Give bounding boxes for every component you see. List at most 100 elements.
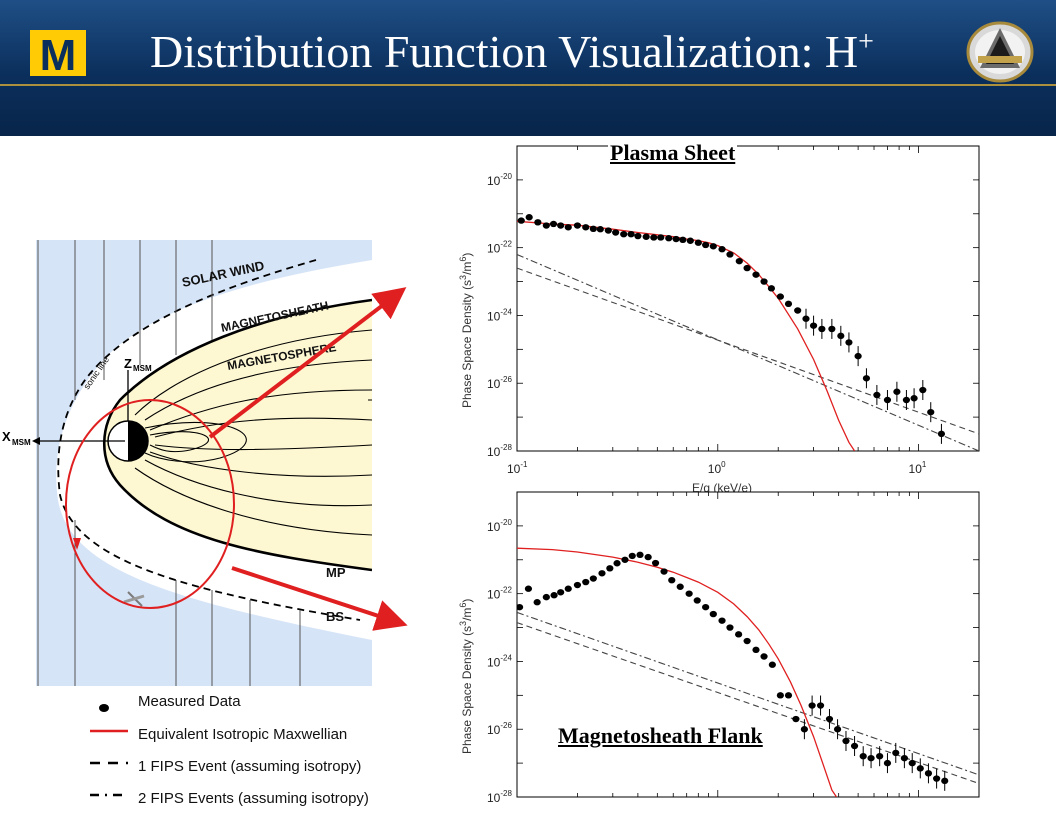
data-point <box>776 293 784 300</box>
data-point <box>702 603 710 611</box>
data-point <box>726 624 734 631</box>
data-point <box>533 599 541 606</box>
y-label-unit2: 6 <box>458 603 468 608</box>
data-point <box>524 585 533 592</box>
y-tick-label: 10-28 <box>487 789 512 804</box>
data-point <box>900 754 908 762</box>
data-point <box>854 352 862 360</box>
data-point <box>542 593 550 601</box>
x-tick-label: 100 <box>708 460 726 476</box>
plasma-sheet-y-axis-label: Phase Space Density (s3/m6) <box>458 253 474 408</box>
data-point <box>859 752 867 760</box>
data-point <box>842 737 850 745</box>
data-point <box>557 222 565 229</box>
data-point <box>549 220 558 228</box>
data-point <box>924 770 933 777</box>
y-label-text: Phase Space Density (s <box>460 626 474 754</box>
data-point <box>825 715 834 723</box>
data-point <box>760 653 768 660</box>
x-tick-label: 10-1 <box>507 460 528 476</box>
data-point <box>557 589 565 596</box>
data-point <box>589 575 597 582</box>
data-point <box>718 617 726 624</box>
y-label-tail: /m <box>460 608 474 621</box>
y-label-close: ) <box>460 599 474 603</box>
legend-marker-dot <box>99 704 109 712</box>
data-point <box>604 227 612 234</box>
data-point <box>809 322 818 329</box>
y-label-tail: /m <box>460 262 474 275</box>
spacecraft-icon <box>123 591 145 607</box>
block-m-logo: M <box>30 30 86 76</box>
magnetosphere-diagram: X MSM Z MSM SOLAR WIND MAGNETOSHEATH MAG… <box>2 240 372 686</box>
z-axis-subscript: MSM <box>133 364 152 373</box>
data-point <box>752 271 760 278</box>
x-axis-label: X <box>2 429 11 444</box>
data-point <box>833 726 842 733</box>
data-point <box>937 430 946 438</box>
y-tick-label: 10-22 <box>487 240 512 256</box>
data-point <box>582 224 590 231</box>
data-point <box>873 391 881 399</box>
data-point <box>644 553 652 561</box>
data-point <box>517 603 524 611</box>
data-point <box>792 715 800 723</box>
data-point <box>743 264 751 272</box>
y-tick-label: 10-22 <box>487 586 512 602</box>
y-tick-label: 10-26 <box>487 721 512 737</box>
data-point <box>927 408 935 416</box>
y-label-text: Phase Space Density (s <box>460 280 474 408</box>
data-point <box>517 217 525 224</box>
y-label-unit2: 6 <box>458 257 468 262</box>
data-point <box>621 556 629 563</box>
legend-label-measured: Measured Data <box>138 693 241 710</box>
page-title-text: Distribution Function Visualization: H <box>150 26 859 77</box>
y-label-close: ) <box>460 253 474 257</box>
data-point <box>883 396 892 404</box>
data-point <box>613 560 621 567</box>
two-fips-line <box>517 611 979 776</box>
data-point <box>636 551 644 559</box>
magnetosheath-flank-plot: 10-28 10-26 10-24 10-22 10-20 Phase Space De… <box>458 491 980 804</box>
data-point <box>818 325 826 333</box>
data-point <box>743 637 751 645</box>
data-point <box>876 752 884 760</box>
legend-marker-dashed <box>90 761 128 765</box>
magnetosheath-y-axis-label: Phase Space Density (s3/m6) <box>458 599 474 754</box>
maxwellian-curve <box>517 547 838 797</box>
data-point <box>668 576 676 584</box>
magnetosheath-flank-title: Magnetosheath Flank <box>556 722 765 750</box>
data-point <box>735 257 743 265</box>
data-point <box>702 241 710 249</box>
data-point <box>657 234 665 241</box>
data-point <box>718 246 726 253</box>
data-point <box>534 219 542 226</box>
data-point <box>802 315 810 322</box>
data-point <box>672 235 680 243</box>
data-point <box>941 777 949 785</box>
page-title-superscript: + <box>858 26 874 58</box>
data-point <box>612 229 620 236</box>
data-point <box>596 226 604 233</box>
y-tick-label: 10-24 <box>487 307 512 323</box>
one-fips-line <box>517 622 979 785</box>
legend: Measured Data Equivalent Isotropic Maxwe… <box>86 690 446 816</box>
data-point <box>627 230 635 238</box>
data-point <box>837 332 845 340</box>
data-point <box>582 578 590 586</box>
maxwellian-curve <box>517 220 856 451</box>
data-point <box>892 749 900 757</box>
data-point <box>893 388 901 395</box>
orbit-ellipse <box>65 399 235 609</box>
data-point <box>862 375 871 382</box>
data-point <box>564 585 572 592</box>
header-rule <box>0 84 1056 86</box>
data-point <box>573 581 582 589</box>
data-point <box>660 568 668 575</box>
data-point <box>910 395 918 402</box>
slide-header: M Distribution Function Visualization: H… <box>0 0 1056 136</box>
data-point <box>651 559 660 567</box>
legend-label-two-fips: 2 FIPS Events (assuming isotropy) <box>138 790 369 807</box>
y-tick-label: 10-28 <box>487 443 512 459</box>
